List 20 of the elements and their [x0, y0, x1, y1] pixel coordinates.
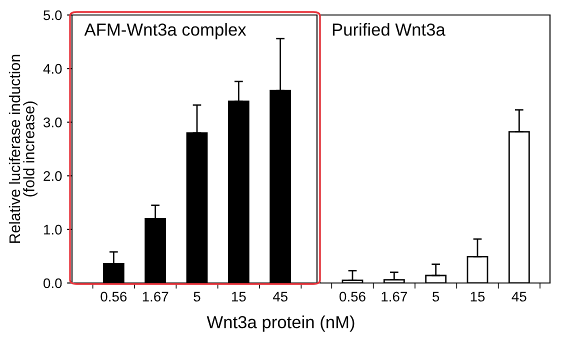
y-tick-label: 2.0 [44, 171, 62, 181]
y-tick-label: 4.0 [43, 64, 62, 74]
chart-title: AFM-Wnt3a complex [84, 23, 246, 40]
y-axis-title: Relative luciferase induction (fold increase) [8, 54, 38, 243]
x-tick-label: 0.56 [100, 292, 127, 302]
x-tick-label: 15 [232, 292, 246, 302]
x-tick-label: 5 [194, 292, 200, 302]
x-tick-label: 1.67 [382, 292, 407, 302]
x-tick-label: 0.56 [340, 292, 366, 302]
x-tick-label: 45 [272, 292, 288, 302]
x-tick-label: 5 [432, 292, 440, 302]
x-tick-label: 15 [470, 292, 485, 302]
x-axis-title: Wnt3a protein (nM) [206, 316, 354, 332]
y-tick-label: 1.0 [44, 224, 62, 235]
x-tick-label: 1.67 [142, 292, 168, 302]
y-tick-label: 0.0 [44, 278, 62, 288]
y-tick-label: 3.0 [44, 118, 62, 128]
x-tick-label: 45 [512, 292, 526, 302]
y-tick-label: 5.0 [44, 10, 62, 20]
chart-title: Purified Wnt3a [332, 23, 446, 36]
